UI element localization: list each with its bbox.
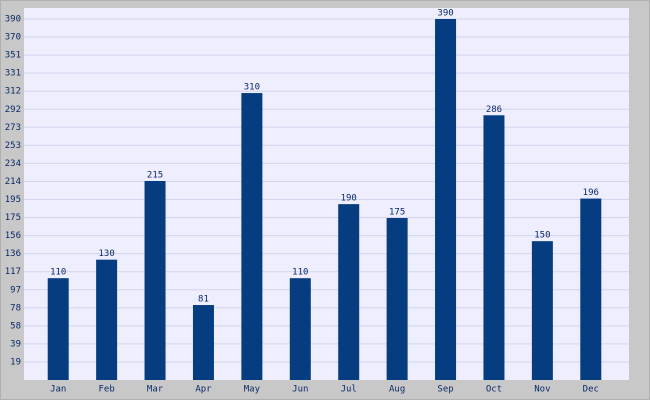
x-tick-label: Oct <box>486 385 502 395</box>
value-label: 81 <box>198 295 209 305</box>
y-tick-label: 136 <box>5 249 21 259</box>
value-label: 110 <box>50 268 66 278</box>
x-tick-label: Dec <box>583 385 599 395</box>
x-tick-label: Apr <box>195 385 212 395</box>
value-label: 150 <box>534 231 550 241</box>
bar <box>47 278 69 380</box>
bar <box>144 180 166 380</box>
x-tick-label: Sep <box>437 385 453 395</box>
y-tick-label: 273 <box>5 123 21 133</box>
bar <box>241 93 263 381</box>
y-tick-label: 195 <box>5 195 21 205</box>
bar <box>483 115 505 381</box>
x-tick-label: Jul <box>341 385 357 395</box>
bar <box>192 305 214 380</box>
y-tick-label: 331 <box>5 69 21 79</box>
bar <box>338 204 360 380</box>
bar <box>386 218 408 380</box>
value-label: 310 <box>244 83 260 93</box>
y-tick-label: 19 <box>10 357 21 367</box>
y-tick-label: 175 <box>5 213 21 223</box>
y-tick-label: 370 <box>5 33 21 43</box>
x-tick-label: May <box>244 385 261 395</box>
plot-area <box>24 8 629 380</box>
value-label: 215 <box>147 170 163 180</box>
bar <box>289 278 311 380</box>
x-tick-label: Jan <box>50 385 66 395</box>
x-tick-label: Aug <box>389 385 405 395</box>
y-tick-label: 58 <box>10 321 21 331</box>
bar <box>96 259 118 380</box>
bar <box>580 198 602 380</box>
y-tick-label: 97 <box>10 285 21 295</box>
y-tick-label: 156 <box>5 231 21 241</box>
y-tick-label: 234 <box>5 159 21 169</box>
bar <box>531 241 553 380</box>
x-tick-label: Mar <box>147 385 164 395</box>
y-tick-label: 39 <box>10 339 21 349</box>
y-tick-label: 312 <box>5 87 21 97</box>
value-label: 190 <box>341 194 357 204</box>
x-tick-label: Jun <box>292 385 308 395</box>
y-tick-label: 390 <box>5 15 21 25</box>
x-tick-label: Feb <box>98 385 114 395</box>
y-tick-label: 351 <box>5 51 21 61</box>
value-label: 390 <box>437 9 453 19</box>
value-label: 196 <box>583 188 599 198</box>
x-tick-label: Nov <box>534 385 550 395</box>
y-tick-label: 253 <box>5 141 21 151</box>
y-tick-label: 292 <box>5 105 21 115</box>
value-label: 110 <box>292 268 308 278</box>
y-tick-label: 117 <box>5 267 21 277</box>
value-label: 130 <box>98 249 114 259</box>
value-label: 175 <box>389 208 405 218</box>
y-tick-label: 214 <box>5 177 21 187</box>
y-tick-label: 78 <box>10 303 21 313</box>
bar <box>435 19 457 380</box>
value-label: 286 <box>486 105 502 115</box>
